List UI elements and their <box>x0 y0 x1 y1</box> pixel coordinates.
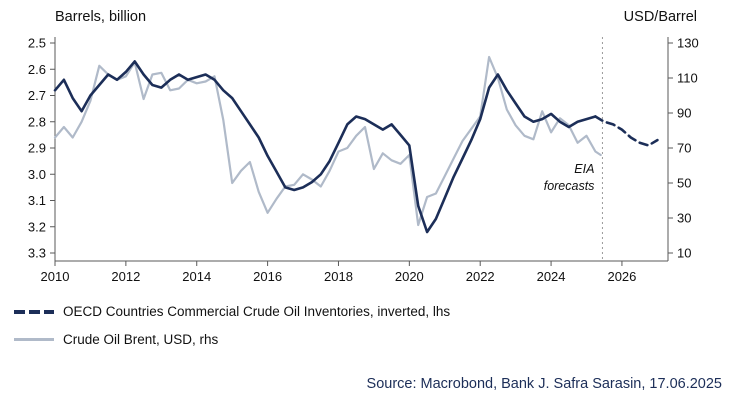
eia-forecasts-annotation: forecasts <box>544 179 595 193</box>
legend: OECD Countries Commercial Crude Oil Inve… <box>14 301 737 350</box>
x-axis-tick-label: 2012 <box>111 269 140 283</box>
axis-titles-row: Barrels, billion USD/Barrel <box>0 0 737 25</box>
x-axis-tick-label: 2024 <box>537 269 566 283</box>
right-axis-tick-label: 90 <box>677 106 691 121</box>
left-axis-tick-label: 2.8 <box>28 114 46 129</box>
right-axis-tick-label: 130 <box>677 36 699 51</box>
right-axis-tick-label: 70 <box>677 141 691 156</box>
left-axis-tick-label: 3.1 <box>28 193 46 208</box>
x-axis-tick-label: 2014 <box>182 269 211 283</box>
legend-label-inventories: OECD Countries Commercial Crude Oil Inve… <box>63 304 451 319</box>
right-axis-tick-label: 30 <box>677 211 691 226</box>
inventories-line <box>53 60 597 234</box>
right-axis-tick-label: 50 <box>677 176 691 191</box>
eia-forecasts-annotation: EIA <box>574 162 594 176</box>
right-axis-title: USD/Barrel <box>623 9 697 25</box>
x-axis-tick-label: 2022 <box>466 269 495 283</box>
left-axis-tick-label: 3.0 <box>28 167 46 182</box>
right-axis-tick-label: 110 <box>677 71 698 86</box>
left-axis-tick-label: 2.5 <box>28 36 46 51</box>
x-axis-tick-label: 2010 <box>41 269 70 283</box>
inventories-forecast-line <box>594 115 659 147</box>
inventories-legend-line <box>14 309 54 314</box>
legend-item-brent: Crude Oil Brent, USD, rhs <box>14 329 737 350</box>
left-axis-tick-label: 3.2 <box>28 219 46 234</box>
right-axis-tick-label: 10 <box>677 246 691 261</box>
left-axis-tick-label: 2.9 <box>28 141 46 156</box>
legend-label-brent: Crude Oil Brent, USD, rhs <box>63 332 219 347</box>
chart-plot: 2.5 2.6 2.7 2.8 2.9 3.0 3.1 3.2 3.3 130 110 90 70 50 3… <box>28 36 699 284</box>
legend-item-inventories: OECD Countries Commercial Crude Oil Inve… <box>14 301 737 322</box>
left-axis-tick-label: 2.6 <box>28 62 46 77</box>
x-axis-tick-label: 2016 <box>253 269 282 283</box>
brent-legend-line <box>14 338 54 341</box>
x-axis-tick-label: 2026 <box>607 269 636 283</box>
x-axis-tick-label: 2018 <box>324 269 353 283</box>
left-axis-title: Barrels, billion <box>55 9 147 25</box>
source-note: Source: Macrobond, Bank J. Safra Sarasin… <box>366 376 722 392</box>
x-axis-tick-label: 2020 <box>395 269 424 283</box>
left-axis-tick-label: 3.3 <box>28 246 46 261</box>
brent-line <box>53 55 602 227</box>
left-axis-tick-label: 2.7 <box>28 88 46 103</box>
